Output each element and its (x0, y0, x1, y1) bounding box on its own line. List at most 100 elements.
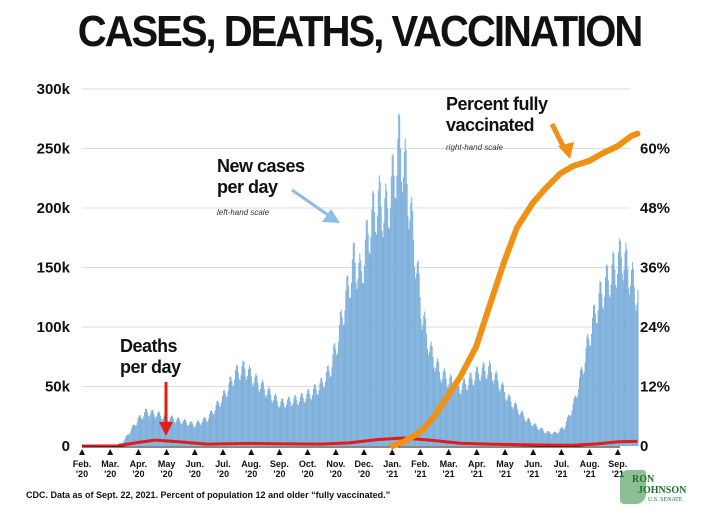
case-bar (371, 209, 373, 446)
case-bar (394, 197, 396, 446)
case-bar (611, 264, 613, 446)
case-bar (620, 257, 622, 446)
case-bar (548, 431, 550, 446)
case-bar (522, 412, 524, 446)
x-tick-marker (304, 449, 311, 455)
case-bar (179, 420, 181, 446)
case-bar (145, 408, 147, 446)
case-bar (437, 358, 439, 446)
case-bar (453, 391, 455, 446)
x-tick-year: '21 (443, 469, 455, 479)
case-bar (249, 368, 251, 446)
case-bar (288, 397, 290, 446)
case-bar (629, 294, 631, 446)
case-bar (555, 432, 557, 446)
case-bar (227, 391, 229, 446)
vacc-scale-note: right-hand scale (446, 143, 503, 152)
case-bar (458, 386, 460, 446)
case-bar (558, 431, 560, 446)
case-bar (359, 253, 361, 446)
case-bar (391, 154, 393, 446)
case-bar (407, 216, 409, 446)
case-bar (430, 341, 432, 446)
case-bar (199, 424, 201, 446)
case-bar (515, 404, 518, 446)
x-tick-year: '21 (555, 469, 567, 479)
case-bar (215, 405, 217, 446)
case-bar (495, 370, 497, 446)
case-bar (223, 389, 225, 446)
case-bar (198, 422, 200, 446)
case-bar (389, 208, 391, 446)
case-bar (578, 388, 580, 446)
case-bar (637, 289, 639, 446)
case-bar (289, 401, 291, 446)
case-bar (202, 419, 204, 446)
case-bar (486, 379, 488, 446)
case-bar (465, 389, 467, 446)
case-bar (461, 390, 463, 446)
case-bar (501, 384, 503, 446)
case-bar (251, 383, 253, 446)
case-bar (490, 363, 492, 446)
case-bar (375, 231, 377, 446)
case-bar (631, 262, 633, 446)
case-bar (329, 377, 331, 446)
case-bar (527, 418, 529, 446)
case-bar (557, 433, 559, 446)
case-bar (494, 373, 496, 446)
case-bar (186, 425, 188, 446)
case-bar (315, 389, 317, 446)
case-bar (442, 371, 444, 446)
case-bar (191, 421, 193, 446)
case-bar (328, 371, 330, 446)
y-left-tick-label: 50k (45, 379, 71, 396)
case-bar (511, 406, 513, 446)
case-bar (374, 211, 376, 446)
case-bar (472, 384, 474, 446)
x-tick-year: '20 (302, 469, 314, 479)
x-tick-marker (586, 449, 593, 455)
case-bar (531, 426, 533, 446)
case-bar (341, 317, 343, 446)
case-bar (477, 367, 479, 446)
case-bar (201, 422, 203, 446)
case-bar (459, 392, 461, 446)
case-bar (541, 428, 544, 446)
deaths-annotation-label: Deaths (120, 336, 178, 356)
case-bar (235, 370, 237, 446)
case-bar (567, 414, 569, 446)
y-right-tick-label: 12% (640, 379, 670, 396)
case-bar (175, 421, 177, 446)
case-bar (455, 381, 457, 446)
case-bar (491, 380, 493, 446)
x-tick-marker (445, 449, 452, 455)
case-bar (421, 329, 423, 446)
case-bar (265, 397, 267, 446)
case-bar (322, 382, 324, 446)
case-bar (303, 401, 305, 446)
case-bar (325, 372, 327, 446)
case-bar (373, 192, 375, 446)
case-bar (425, 318, 427, 446)
case-bar (549, 432, 551, 446)
case-bar (252, 386, 254, 446)
case-bar (596, 323, 598, 446)
case-bar (424, 311, 426, 446)
case-bar (610, 284, 612, 446)
case-bar (498, 388, 500, 446)
case-bar (154, 417, 156, 446)
case-bar (169, 419, 171, 446)
case-bar (566, 421, 568, 446)
case-bar (538, 430, 540, 446)
case-bar (362, 283, 364, 446)
wisconsin-seal-icon (620, 470, 646, 504)
case-bar (565, 425, 567, 446)
x-tick-marker (389, 449, 396, 455)
case-bar (219, 406, 221, 446)
case-bar (482, 362, 484, 446)
y-left-tick-label: 300k (37, 81, 71, 98)
x-tick-year: '21 (527, 469, 539, 479)
case-bar (273, 400, 275, 446)
case-bar (488, 365, 490, 446)
